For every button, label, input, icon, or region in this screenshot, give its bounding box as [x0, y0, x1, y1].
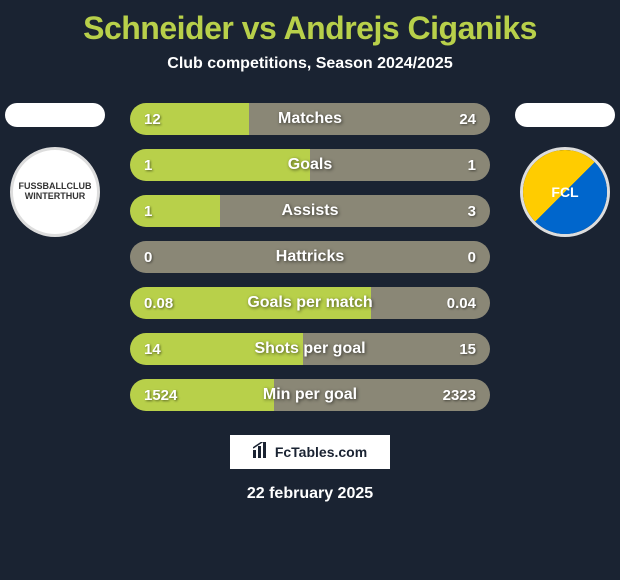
- stat-label: Goals per match: [247, 294, 372, 312]
- stat-label: Assists: [282, 202, 339, 220]
- comparison-area: FUSSBALLCLUB WINTERTHUR FCL 12Matches241…: [0, 103, 620, 411]
- stat-value-left: 0.08: [144, 295, 173, 312]
- player-right-photo: [515, 103, 615, 127]
- stat-overlay: 1 Goals 1: [130, 149, 490, 181]
- stat-value-right: 2323: [443, 387, 476, 404]
- club-badge-right: FCL: [520, 147, 610, 237]
- stat-bar: 1 Assists 3: [130, 195, 490, 227]
- player-right-column: FCL: [510, 103, 620, 237]
- stat-label: Goals: [288, 156, 332, 174]
- stat-bar: 14 Shots per goal 15: [130, 333, 490, 365]
- stat-value-left: 14: [144, 341, 161, 358]
- stat-label: Matches: [278, 110, 342, 128]
- stat-value-left: 1: [144, 157, 152, 174]
- stat-value-right: 1: [468, 157, 476, 174]
- stat-value-right: 24: [459, 111, 476, 128]
- comparison-card: Schneider vs Andrejs Ciganiks Club compe…: [0, 0, 620, 580]
- footer-date: 22 february 2025: [0, 485, 620, 503]
- stat-overlay: 14 Shots per goal 15: [130, 333, 490, 365]
- club-badge-left: FUSSBALLCLUB WINTERTHUR: [10, 147, 100, 237]
- stat-value-left: 1: [144, 203, 152, 220]
- stat-bar: 12 Matches 24: [130, 103, 490, 135]
- stat-bar: 1524 Min per goal 2323: [130, 379, 490, 411]
- stat-value-right: 3: [468, 203, 476, 220]
- stat-label: Hattricks: [276, 248, 344, 266]
- stat-value-left: 0: [144, 249, 152, 266]
- stat-label: Min per goal: [263, 386, 357, 404]
- stat-overlay: 12 Matches 24: [130, 103, 490, 135]
- badge-right-text: FCL: [523, 150, 607, 234]
- stat-label: Shots per goal: [254, 340, 365, 358]
- player-left-column: FUSSBALLCLUB WINTERTHUR: [0, 103, 110, 237]
- title: Schneider vs Andrejs Ciganiks: [0, 10, 620, 47]
- brand-logo: FcTables.com: [230, 435, 390, 469]
- stat-bar: 1 Goals 1: [130, 149, 490, 181]
- stat-overlay: 1 Assists 3: [130, 195, 490, 227]
- stat-value-right: 0.04: [447, 295, 476, 312]
- stat-bar: 0 Hattricks 0: [130, 241, 490, 273]
- brand-text: FcTables.com: [275, 444, 367, 460]
- badge-left-text: FUSSBALLCLUB WINTERTHUR: [13, 182, 97, 202]
- stat-value-right: 15: [459, 341, 476, 358]
- stat-value-right: 0: [468, 249, 476, 266]
- stat-overlay: 0 Hattricks 0: [130, 241, 490, 273]
- subtitle: Club competitions, Season 2024/2025: [0, 55, 620, 73]
- stat-value-left: 12: [144, 111, 161, 128]
- stat-bar: 0.08 Goals per match 0.04: [130, 287, 490, 319]
- stats-column: 12 Matches 24 1 Goals 1 1 Assists 3 0 Hattricks 0 0.…: [130, 103, 490, 411]
- chart-icon: [253, 442, 271, 463]
- stat-value-left: 1524: [144, 387, 177, 404]
- player-left-photo: [5, 103, 105, 127]
- stat-overlay: 0.08 Goals per match 0.04: [130, 287, 490, 319]
- stat-overlay: 1524 Min per goal 2323: [130, 379, 490, 411]
